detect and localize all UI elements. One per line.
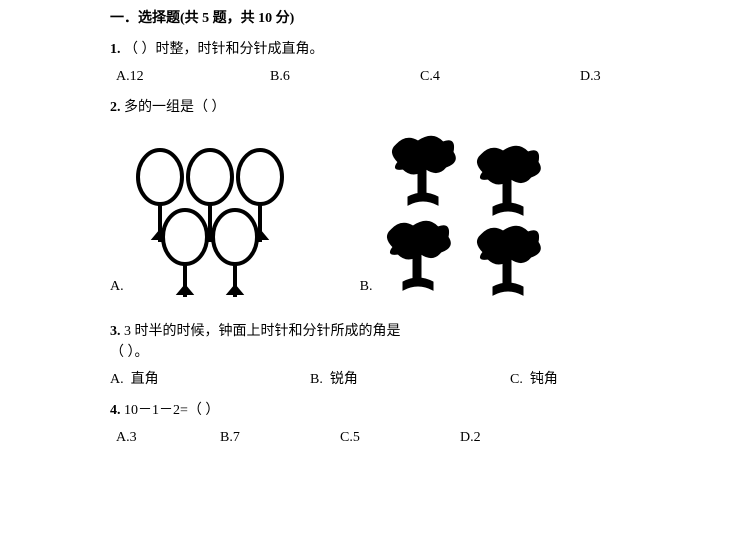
q2-stem: 2. 多的一组是（ ）	[110, 97, 750, 118]
q3-option-b: B. 锐角	[310, 369, 510, 390]
q4-option-a: A.3	[110, 427, 220, 448]
q4-number: 4.	[110, 403, 121, 418]
question-2: 2. 多的一组是（ ） A.	[110, 97, 750, 297]
q2-label-a: A.	[110, 276, 124, 297]
q1-option-d: D.3	[580, 66, 601, 87]
q3-options: A. 直角 B. 锐角 C. 钝角	[110, 369, 750, 390]
q3-stem: 3. 3 时半的时候，钟面上时针和分针所成的角是 （ ）。	[110, 321, 750, 363]
q4-options: A.3 B.7 C.5 D.2	[110, 427, 750, 448]
q1-option-a: A.12	[110, 66, 270, 87]
q3-option-c: C. 钝角	[510, 369, 558, 390]
question-3: 3. 3 时半的时候，钟面上时针和分针所成的角是 （ ）。 A. 直角 B. 锐…	[110, 321, 750, 390]
question-4: 4. 10－1－2=（ ） A.3 B.7 C.5 D.2	[110, 400, 750, 448]
q4-option-c: C.5	[340, 427, 460, 448]
q3-text-line2: （ ）。	[110, 345, 149, 360]
q1-option-c: C.4	[420, 66, 580, 87]
q3-text-line1: 3 时半的时候，钟面上时针和分针所成的角是	[124, 324, 401, 339]
trees-icon	[378, 132, 548, 297]
q3-number: 3.	[110, 324, 121, 339]
q1-stem: 1. （ ）时整，时针和分针成直角。	[110, 39, 750, 60]
q4-option-b: B.7	[220, 427, 340, 448]
q1-options: A.12 B.6 C.4 D.3	[110, 66, 750, 87]
q2-option-b: B.	[360, 132, 549, 297]
section-title: 一．选择题(共 5 题，共 10 分)	[110, 8, 750, 29]
q2-option-a: A.	[110, 142, 290, 297]
question-1: 1. （ ）时整，时针和分针成直角。 A.12 B.6 C.4 D.3	[110, 39, 750, 87]
q4-option-d: D.2	[460, 427, 481, 448]
q3-option-a: A. 直角	[110, 369, 310, 390]
q2-label-b: B.	[360, 276, 373, 297]
q1-text: （ ）时整，时针和分针成直角。	[124, 42, 324, 57]
q2-text: 多的一组是（ ）	[124, 100, 226, 115]
q1-number: 1.	[110, 42, 121, 57]
q2-options: A.	[110, 132, 750, 297]
q4-stem: 4. 10－1－2=（ ）	[110, 400, 750, 421]
balloons-icon	[130, 142, 290, 297]
q4-text: 10－1－2=（ ）	[124, 403, 219, 418]
q2-number: 2.	[110, 100, 121, 115]
q1-option-b: B.6	[270, 66, 420, 87]
